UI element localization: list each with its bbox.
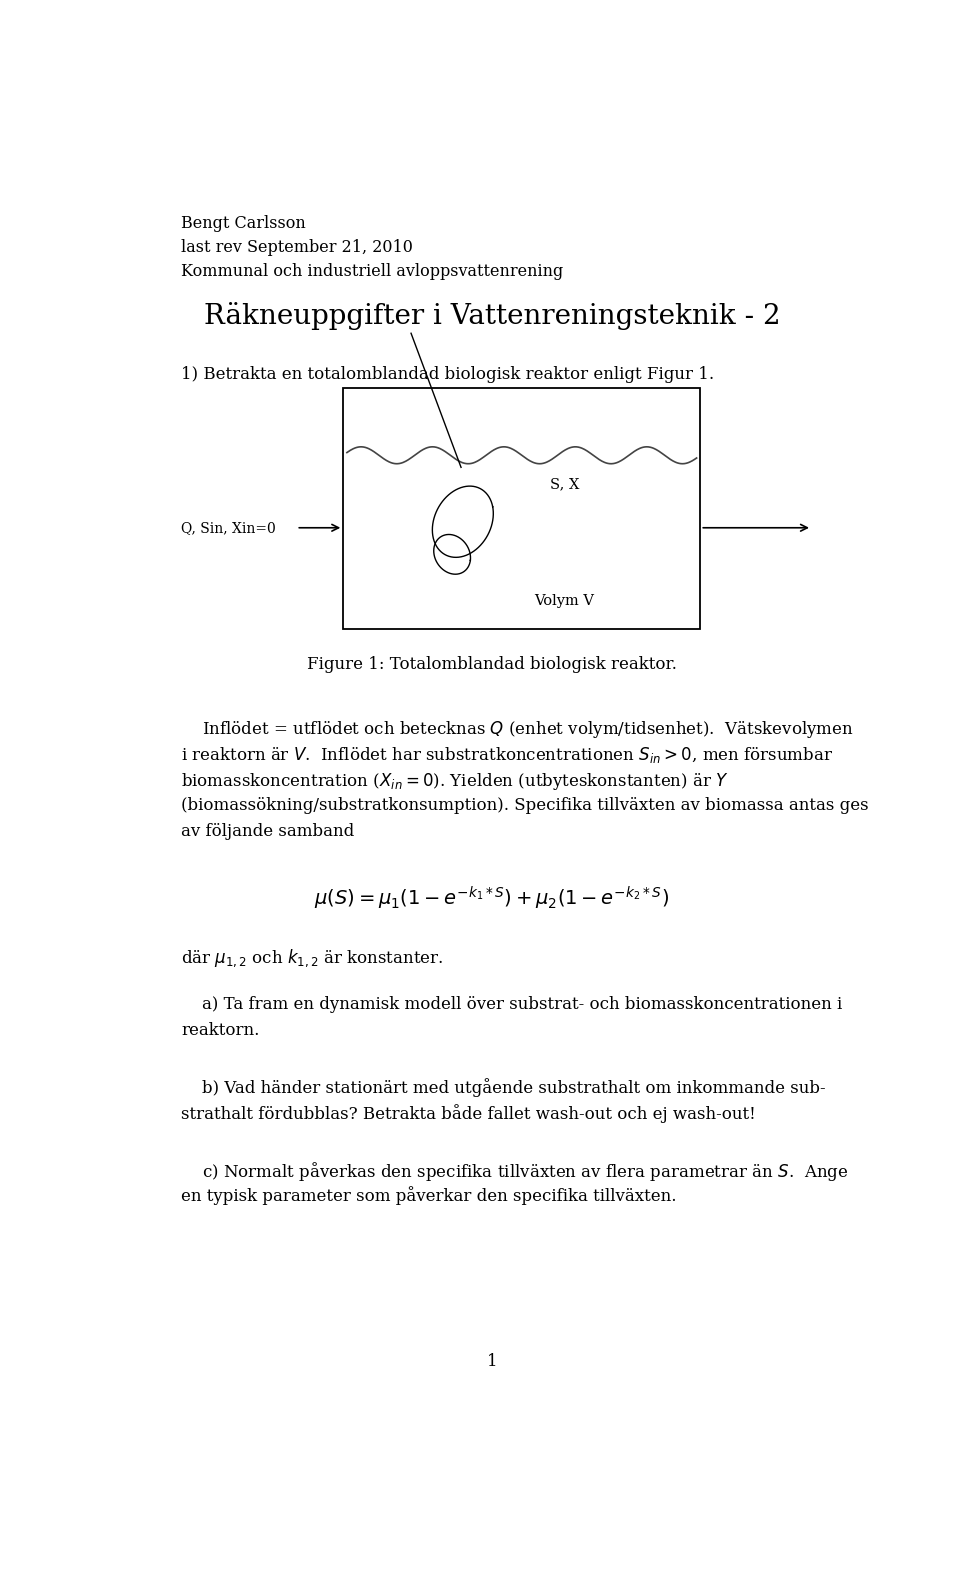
Text: b) Vad händer stationärt med utgående substrathalt om inkommande sub-: b) Vad händer stationärt med utgående su… — [181, 1078, 826, 1097]
Text: c) Normalt påverkas den specifika tillväxten av flera parametrar än $S$.  Ange: c) Normalt påverkas den specifika tillvä… — [181, 1159, 849, 1183]
Text: Inflödet = utflödet och betecknas $Q$ (enhet volym/tidsenhet).  Vätskevolymen: Inflödet = utflödet och betecknas $Q$ (e… — [181, 719, 853, 739]
Text: en typisk parameter som påverkar den specifika tillväxten.: en typisk parameter som påverkar den spe… — [181, 1186, 677, 1205]
Text: 1) Betrakta en totalomblandad biologisk reaktor enligt Figur 1.: 1) Betrakta en totalomblandad biologisk … — [181, 366, 714, 383]
Text: där $\mu_{1,2}$ och $k_{1,2}$ är konstanter.: där $\mu_{1,2}$ och $k_{1,2}$ är konstan… — [181, 948, 444, 970]
Bar — [344, 388, 700, 629]
Text: i reaktorn är $V$.  Inflödet har substratkoncentrationen $S_{in} > 0$, men försu: i reaktorn är $V$. Inflödet har substrat… — [181, 745, 833, 764]
Text: biomasskoncentration ($X_{in} = 0$). Yielden (utbyteskonstanten) är $Y$: biomasskoncentration ($X_{in} = 0$). Yie… — [181, 770, 729, 792]
Text: Kommunal och industriell avloppsvattenrening: Kommunal och industriell avloppsvattenre… — [181, 264, 564, 281]
Text: Volym V: Volym V — [535, 593, 594, 607]
Text: Q, Sin, Xin=0: Q, Sin, Xin=0 — [181, 521, 276, 535]
Text: (biomassökning/substratkonsumption). Specifika tillväxten av biomassa antas ges: (biomassökning/substratkonsumption). Spe… — [181, 797, 869, 814]
Text: $\mu(S) = \mu_1(1 - e^{-k_1*S}) + \mu_2(1 - e^{-k_2*S})$: $\mu(S) = \mu_1(1 - e^{-k_1*S}) + \mu_2(… — [315, 885, 669, 912]
Text: 1: 1 — [487, 1352, 497, 1370]
Text: a) Ta fram en dynamisk modell över substrat- och biomasskoncentrationen i: a) Ta fram en dynamisk modell över subst… — [181, 996, 842, 1014]
Text: Figure 1: Totalomblandad biologisk reaktor.: Figure 1: Totalomblandad biologisk reakt… — [307, 656, 677, 673]
Text: Räkneuppgifter i Vattenreningsteknik - 2: Räkneuppgifter i Vattenreningsteknik - 2 — [204, 301, 780, 329]
Text: Bengt Carlsson: Bengt Carlsson — [181, 215, 305, 232]
Text: S, X: S, X — [550, 477, 579, 491]
Text: av följande samband: av följande samband — [181, 822, 354, 839]
Text: last rev September 21, 2010: last rev September 21, 2010 — [181, 238, 413, 256]
Text: strathalt fördubblas? Betrakta både fallet wash-out och ej wash-out!: strathalt fördubblas? Betrakta både fall… — [181, 1105, 756, 1123]
Text: reaktorn.: reaktorn. — [181, 1021, 259, 1039]
